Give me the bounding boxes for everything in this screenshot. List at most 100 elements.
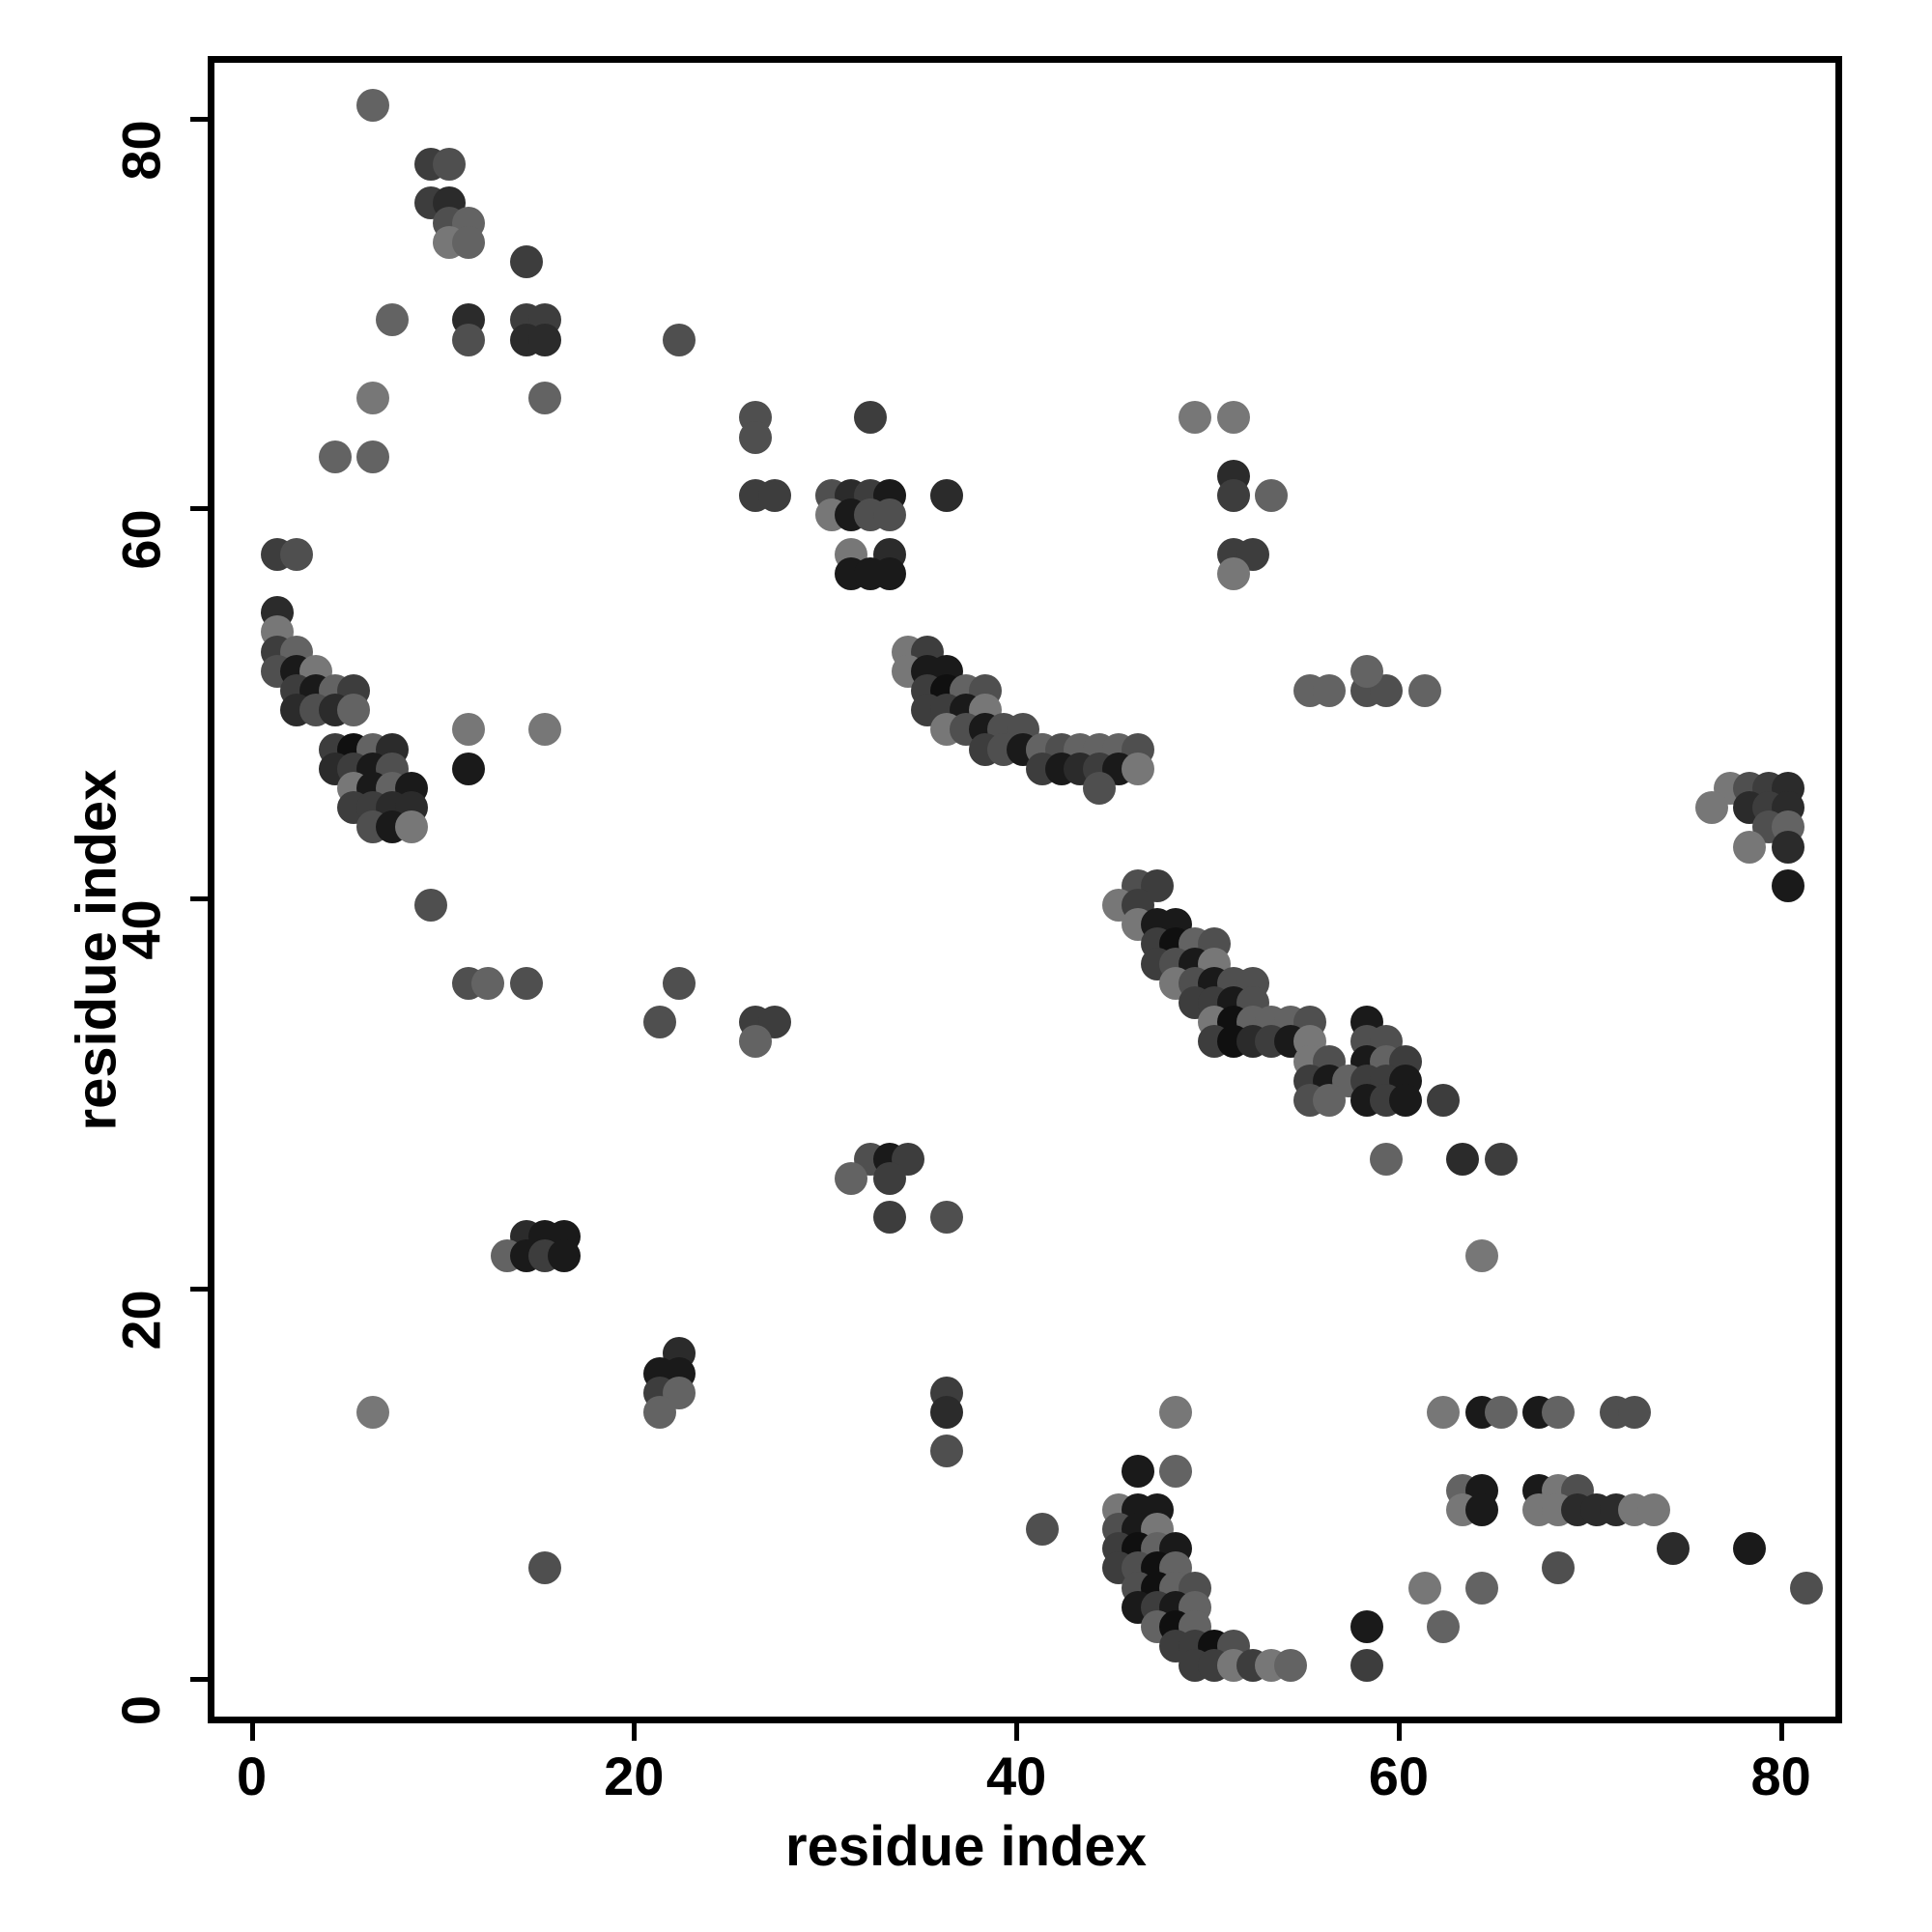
- scatter-point: [394, 810, 428, 844]
- scatter-point: [1312, 674, 1346, 708]
- y-tick-mark: [190, 506, 208, 512]
- scatter-point: [1407, 1571, 1441, 1605]
- scatter-point: [1350, 1649, 1384, 1683]
- x-axis-title: residue index: [785, 1815, 1147, 1878]
- x-tick-label: 60: [1368, 1746, 1430, 1806]
- scatter-point: [1427, 1083, 1461, 1117]
- scatter-point: [1388, 1083, 1422, 1117]
- scatter-point: [872, 556, 906, 590]
- scatter-point: [643, 1395, 677, 1429]
- scatter-point: [356, 1395, 390, 1429]
- scatter-point: [528, 323, 562, 356]
- scatter-point: [834, 1161, 867, 1195]
- scatter-point: [376, 303, 410, 337]
- scatter-point: [470, 966, 504, 1000]
- y-tick-mark: [190, 1286, 208, 1292]
- scatter-point: [452, 225, 486, 259]
- scatter-point: [1216, 401, 1250, 435]
- y-tick-label: 60: [110, 509, 171, 570]
- scatter-point: [1216, 556, 1250, 590]
- scatter-point: [929, 479, 963, 513]
- scatter-point: [1025, 1513, 1059, 1547]
- scatter-point: [356, 440, 390, 473]
- scatter-point: [1542, 1551, 1576, 1585]
- scatter-point: [1484, 1142, 1518, 1176]
- scatter-point: [528, 382, 562, 415]
- y-tick-label: 0: [110, 1694, 171, 1725]
- x-tick-label: 0: [236, 1746, 268, 1806]
- y-tick-mark: [190, 116, 208, 122]
- scatter-point: [452, 713, 486, 747]
- x-tick-mark: [1396, 1723, 1402, 1741]
- scatter-point: [1274, 1649, 1308, 1683]
- scatter-point: [1427, 1610, 1461, 1643]
- scatter-point: [872, 1201, 906, 1235]
- scatter-point: [1216, 479, 1250, 513]
- scatter-point: [1179, 401, 1212, 435]
- scatter-point: [1465, 1492, 1499, 1526]
- scatter-point: [433, 147, 467, 181]
- scatter-point: [1121, 752, 1154, 785]
- scatter-point: [1733, 1532, 1767, 1566]
- x-tick-label: 40: [985, 1746, 1047, 1806]
- y-tick-label: 20: [110, 1290, 171, 1350]
- scatter-point: [356, 89, 390, 123]
- scatter-point: [1542, 1395, 1576, 1429]
- scatter-point: [929, 1435, 963, 1468]
- scatter-point: [872, 498, 906, 532]
- scatter-point: [452, 323, 486, 356]
- x-tick-mark: [632, 1723, 638, 1741]
- scatter-point: [929, 1395, 963, 1429]
- scatter-point: [1350, 654, 1384, 688]
- scatter-point: [1694, 791, 1728, 825]
- scatter-point: [280, 537, 314, 571]
- scatter-point: [528, 713, 562, 747]
- scatter-point: [1446, 1142, 1480, 1176]
- scatter-point: [1484, 1395, 1518, 1429]
- x-tick-mark: [249, 1723, 255, 1741]
- y-tick-mark: [190, 896, 208, 902]
- scatter-point: [643, 1006, 677, 1039]
- scatter-point: [1121, 1454, 1154, 1488]
- scatter-point: [1350, 1610, 1384, 1643]
- scatter-point: [1733, 830, 1767, 864]
- scatter-point: [739, 1025, 773, 1059]
- scatter-point: [1427, 1395, 1461, 1429]
- x-tick-mark: [1014, 1723, 1020, 1741]
- scatter-point: [662, 323, 696, 356]
- scatter-point: [413, 889, 447, 923]
- scatter-point: [872, 1161, 906, 1195]
- scatter-point: [662, 966, 696, 1000]
- scatter-point: [1637, 1492, 1671, 1526]
- scatter-point: [337, 694, 371, 727]
- scatter-point: [929, 1201, 963, 1235]
- scatter-point: [1159, 1395, 1193, 1429]
- scatter-point: [1618, 1395, 1652, 1429]
- scatter-points-layer: [214, 63, 1835, 1717]
- scatter-point: [1312, 1083, 1346, 1117]
- scatter-point: [1159, 1454, 1193, 1488]
- scatter-point: [1370, 1142, 1404, 1176]
- scatter-point: [739, 420, 773, 454]
- scatter-point: [1771, 868, 1804, 902]
- scatter-point: [1255, 479, 1289, 513]
- scatter-point: [1465, 1239, 1499, 1273]
- scatter-point: [1656, 1532, 1690, 1566]
- scatter-point: [1465, 1571, 1499, 1605]
- scatter-point: [452, 752, 486, 785]
- y-tick-label: 80: [110, 119, 171, 181]
- x-tick-label: 20: [604, 1746, 665, 1806]
- y-tick-mark: [190, 1676, 208, 1682]
- scatter-point: [1407, 674, 1441, 708]
- x-tick-label: 80: [1750, 1746, 1811, 1806]
- scatter-point: [356, 382, 390, 415]
- scatter-point: [757, 479, 791, 513]
- scatter-point: [1790, 1571, 1824, 1605]
- plot-panel: [208, 56, 1842, 1723]
- scatter-point: [853, 401, 887, 435]
- scatter-point: [318, 440, 352, 473]
- scatter-point: [509, 966, 543, 1000]
- scatter-point: [1083, 771, 1117, 805]
- scatter-point: [528, 1551, 562, 1585]
